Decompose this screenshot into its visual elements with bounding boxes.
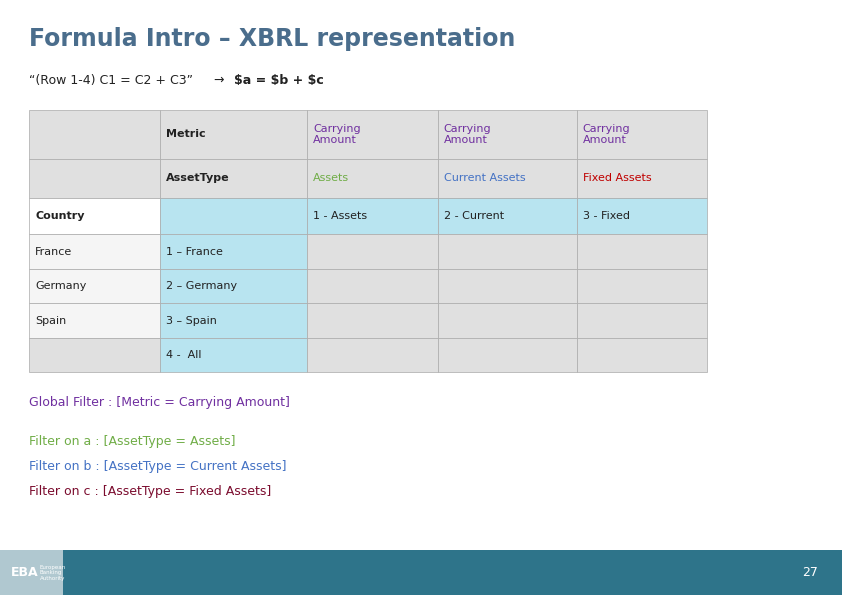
Bar [438,110,577,159]
Text: 27: 27 [802,566,818,579]
Text: EBA: EBA [11,566,39,579]
Bar [438,269,577,303]
Text: Filter on b : [AssetType = Current Assets]: Filter on b : [AssetType = Current Asset… [29,460,287,473]
Text: $a = $b + $c: $a = $b + $c [234,74,324,87]
Text: Global Filter : [Metric = Carrying Amount]: Global Filter : [Metric = Carrying Amoun… [29,396,290,409]
Bar [160,198,307,234]
Text: Current Assets: Current Assets [444,173,525,183]
Bar [577,269,707,303]
Text: Carrying
Amount: Carrying Amount [583,124,631,145]
Bar [577,110,707,159]
Text: Germany: Germany [35,281,87,291]
Bar [307,159,438,198]
Text: 2 - Current: 2 - Current [444,211,504,221]
Bar [307,338,438,372]
Bar [577,338,707,372]
Bar [307,198,438,234]
Bar [0,550,63,595]
Bar [307,234,438,269]
Text: 2 – Germany: 2 – Germany [166,281,237,291]
Text: 3 - Fixed: 3 - Fixed [583,211,630,221]
Bar [160,338,307,372]
Bar [577,198,707,234]
Text: Metric: Metric [166,130,205,139]
Text: AssetType: AssetType [166,173,230,183]
Text: Carrying
Amount: Carrying Amount [444,124,492,145]
Text: Filter on c : [AssetType = Fixed Assets]: Filter on c : [AssetType = Fixed Assets] [29,485,272,498]
Bar [160,110,307,159]
Text: 4 -  All: 4 - All [166,350,201,360]
Bar [160,159,307,198]
Bar [160,303,307,338]
Bar [438,303,577,338]
Bar [29,159,160,198]
Text: Carrying
Amount: Carrying Amount [313,124,361,145]
Text: Filter on a : [AssetType = Assets]: Filter on a : [AssetType = Assets] [29,435,236,448]
Bar [29,198,160,234]
Text: 1 - Assets: 1 - Assets [313,211,367,221]
Bar [29,110,160,159]
Text: 1 – France: 1 – France [166,247,223,256]
Text: Spain: Spain [35,316,67,325]
Bar [0,550,842,595]
Text: 3 – Spain: 3 – Spain [166,316,216,325]
Bar [438,198,577,234]
Bar [29,303,160,338]
Text: European
Banking
Authority: European Banking Authority [40,565,66,581]
Bar [307,110,438,159]
Bar [29,269,160,303]
Text: Country: Country [35,211,85,221]
Bar [438,159,577,198]
Bar [29,234,160,269]
Bar [160,269,307,303]
Text: Formula Intro – XBRL representation: Formula Intro – XBRL representation [29,27,516,51]
Bar [29,338,160,372]
Text: “(Row 1-4) C1 = C2 + C3”: “(Row 1-4) C1 = C2 + C3” [29,74,194,87]
Text: →: → [206,74,229,87]
Bar [307,303,438,338]
Bar [307,269,438,303]
Bar [577,234,707,269]
Text: Assets: Assets [313,173,349,183]
Text: France: France [35,247,72,256]
Bar [438,338,577,372]
Bar [577,303,707,338]
Bar [438,234,577,269]
Bar [160,234,307,269]
Bar [577,159,707,198]
Text: Fixed Assets: Fixed Assets [583,173,652,183]
